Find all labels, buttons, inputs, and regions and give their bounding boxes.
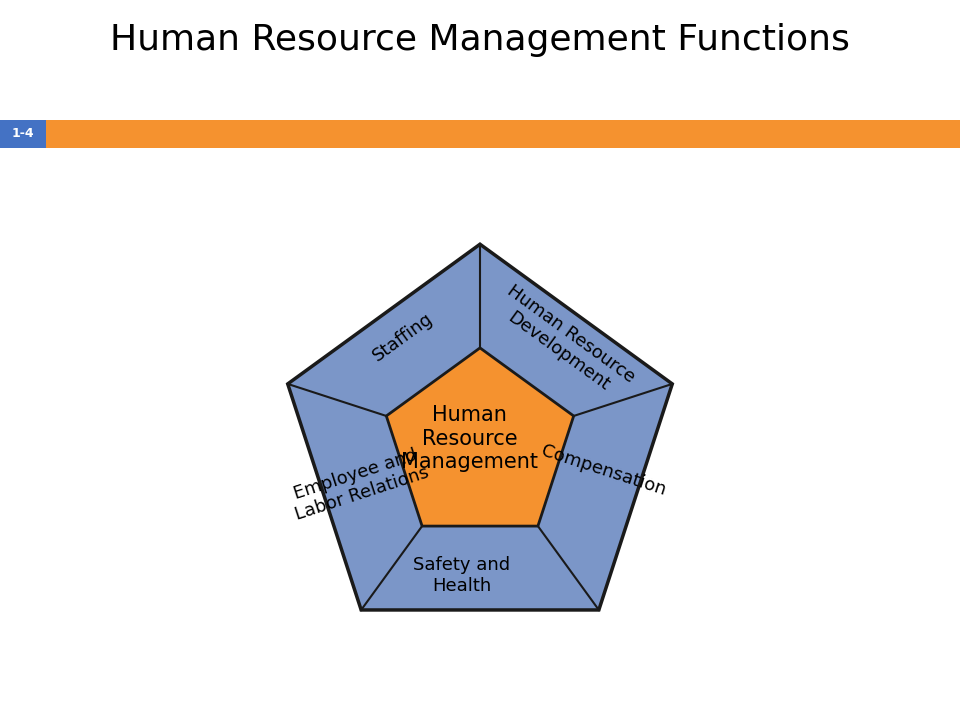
Text: Compensation: Compensation [539,442,668,500]
Text: 1-4: 1-4 [12,127,35,140]
Text: Staffing: Staffing [370,310,437,366]
Polygon shape [288,244,672,610]
Polygon shape [386,348,574,526]
Text: Human Resource
Development: Human Resource Development [491,282,637,404]
Text: Employee and
Labor Relations: Employee and Labor Relations [287,444,432,524]
Text: Safety and
Health: Safety and Health [414,557,511,595]
Text: Human Resource Management Functions: Human Resource Management Functions [110,22,850,57]
Text: Human
Resource
Management: Human Resource Management [401,405,539,472]
